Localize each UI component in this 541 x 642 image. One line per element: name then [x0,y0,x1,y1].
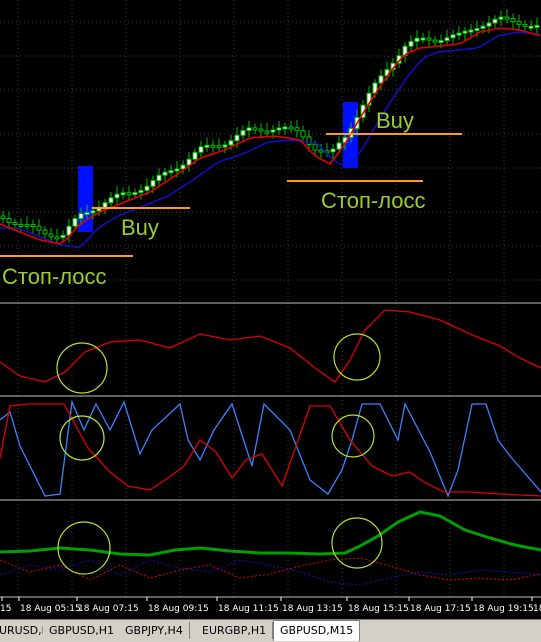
time-axis-label: 18 Aug 21:15 [533,604,541,614]
panel-separators [0,302,541,598]
time-axis-label: 15 [0,604,11,614]
candle [54,228,60,245]
indicator-3-green-line [0,510,541,557]
moving-average-slow [0,31,541,249]
candle [414,30,420,49]
candle [510,13,516,29]
candle [126,185,132,200]
entry-bar-1 [78,166,93,232]
candle [222,140,228,154]
time-axis-label: 18 Aug 09:15 [148,604,209,614]
candle [36,219,42,236]
candle [252,123,258,135]
candle [456,26,462,40]
candle [78,207,84,226]
level-lines [0,133,462,257]
candle [264,123,270,137]
candle [48,227,54,242]
candle [168,164,174,178]
candle [258,123,264,139]
candle [0,211,6,224]
time-axis-label: 18 Aug 05:15 [20,604,81,614]
candle [444,29,450,46]
candle [276,120,282,135]
candle [408,35,414,52]
stop-loss-label-2: Стоп-лосс [321,188,426,213]
tab-gbpusd-h1[interactable]: GBPUSD,H1 [43,622,121,639]
candle [504,9,510,24]
candle [534,17,540,34]
candle [180,160,186,174]
candle [162,168,168,183]
candle [432,36,438,47]
moving-average-fast [0,27,541,245]
signal-circle-1a [56,342,108,394]
candle [198,140,204,160]
signal-circle-2a [333,333,381,381]
buy-label-1: Buy [121,215,159,240]
candle [24,216,30,230]
candle [450,29,456,45]
time-axis-label: 18 Aug 17:15 [410,604,471,614]
candle [204,137,210,152]
candle [84,204,90,219]
candle [300,125,306,142]
candle [132,188,138,198]
candle [108,191,114,208]
candle [120,187,126,200]
signal-circle-2c [331,517,383,569]
candle [516,14,522,30]
indicator-2-red-line [0,403,541,497]
candle [240,125,246,141]
stop-loss-label-1: Стоп-лосс [2,264,107,289]
candle [420,33,426,44]
candle [60,230,66,243]
candle [306,129,312,152]
indicator-3-red-line [0,557,541,581]
candle [282,122,288,135]
tab-gbpusd-m15[interactable]: GBPUSD,M15 [273,620,361,641]
time-axis-label: 18 Aug 19:15 [473,604,534,614]
candle [216,138,222,152]
candle [114,186,120,205]
signal-circle-1c [57,521,111,575]
candle [426,31,432,48]
indicator-3-blue-line [0,559,541,586]
candle [246,120,252,138]
candle [288,120,294,133]
candle [468,24,474,37]
candle [294,119,300,138]
candle [210,140,216,153]
chart-tabs-bar: EURUSD,H4 GBPUSD,H1 GBPJPY,H4 EURGBP,H1 … [0,619,541,642]
candle [492,15,498,29]
chart-grid [0,0,541,597]
signal-circle-1b [59,415,105,461]
signal-circle-2b [331,414,375,458]
candle [30,219,36,234]
candle [6,211,12,230]
signal-circles [56,333,383,575]
time-axis-label: 18 Aug 13:15 [282,604,343,614]
candle [528,20,534,32]
time-axis-label: 18 Aug 11:15 [218,604,279,614]
candle [462,27,468,41]
candle [378,69,384,91]
time-axis-label: 18 Aug 07:15 [78,604,139,614]
buy-label-2: Buy [376,108,414,133]
candle [330,144,336,159]
candle [156,168,162,186]
tab-gbpjpy-h4[interactable]: GBPJPY,H4 [119,622,190,639]
candle [138,184,144,200]
candle [498,11,504,27]
time-axis-label: 18 Aug 15:15 [348,604,409,614]
tab-eurgbp-h1[interactable]: EURGBP,H1 [196,622,274,639]
indicator-1-line [0,309,541,383]
